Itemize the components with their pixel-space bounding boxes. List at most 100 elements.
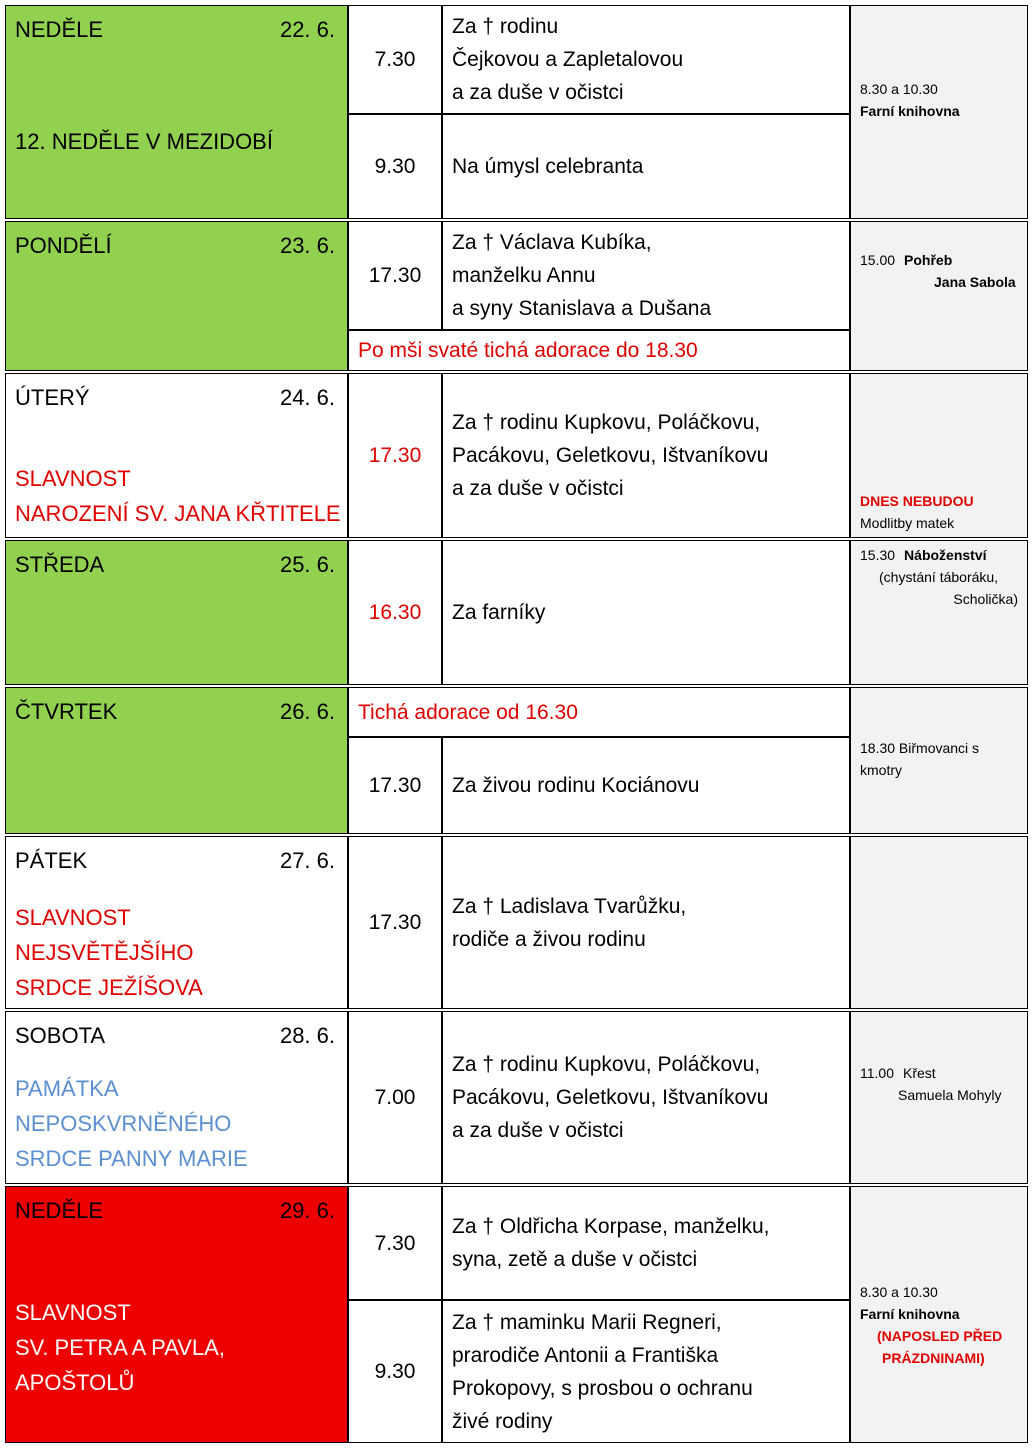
side-line: Modlitby matek <box>860 512 954 534</box>
intention-line: Za farníky <box>452 601 546 624</box>
side-line: kmotry <box>860 759 902 781</box>
day-date: 28. 6. <box>279 1023 335 1048</box>
side-cell <box>850 836 1028 1009</box>
side-text: (NAPOSLED PŘED <box>877 1328 1003 1344</box>
note-cell <box>348 330 850 371</box>
intention-line: Čejkovou a Zapletalovou <box>452 48 684 71</box>
intention-cell <box>442 114 850 219</box>
time-cell <box>348 5 442 114</box>
feast: SLAVNOST <box>15 1300 131 1325</box>
time-cell <box>348 221 442 330</box>
feast: PAMÁTKA <box>15 1076 119 1101</box>
time-cell <box>348 737 442 834</box>
side-line: PRÁZDNINAMI) <box>882 1347 985 1369</box>
intention-line: Za † Oldřicha Korpase, manželku, <box>452 1215 770 1238</box>
side-line: DNES NEBUDOU <box>860 490 974 512</box>
mass-time: 9.30 <box>374 155 416 178</box>
day-name: PÁTEK <box>15 848 88 873</box>
intention-line: Pacákovu, Geletkovu, Ištvaníkovu <box>452 1086 769 1109</box>
feast: SLAVNOST <box>15 905 131 930</box>
side-text: 15.00 <box>860 252 896 268</box>
intention-cell <box>442 221 850 330</box>
time-cell <box>348 373 442 538</box>
day-cell <box>5 687 348 834</box>
day-date: 25. 6. <box>279 552 335 577</box>
intention-cell <box>442 836 850 1009</box>
day-cell <box>5 373 348 538</box>
side-line: Scholička) <box>953 588 1018 610</box>
time-cell <box>348 1011 442 1184</box>
intention-line: Za † Ladislava Tvarůžku, <box>452 894 687 918</box>
side-text: Farní knihovna <box>860 1306 960 1322</box>
day-date: 26. 6. <box>279 699 335 724</box>
time-cell <box>348 114 442 219</box>
time-cell <box>348 1186 442 1300</box>
time-cell <box>348 836 442 1009</box>
side-text: 15.30 <box>860 547 896 563</box>
intention-line: Prokopovy, s prosbou o ochranu <box>452 1376 753 1400</box>
side-text: 8.30 a 10.30 <box>860 1284 938 1300</box>
side-line: Farní knihovna <box>860 1303 960 1325</box>
side-text: Náboženství <box>904 547 987 563</box>
intention-line: Za † rodinu Kupkovu, Poláčkovu, <box>452 411 761 434</box>
time-cell <box>348 1300 442 1443</box>
day-date: 24. 6. <box>279 385 335 410</box>
side-text: Scholička) <box>953 591 1018 607</box>
day-date: 22. 6. <box>279 17 335 42</box>
intention-line: prarodiče Antonii a Františka <box>452 1343 719 1367</box>
mass-time: 17.30 <box>368 264 422 287</box>
day-name: NEDĚLE <box>15 1198 104 1223</box>
intention-cell <box>442 737 850 834</box>
side-text: 8.30 a 10.30 <box>860 81 938 97</box>
day-cell <box>5 221 348 371</box>
mass-time: 17.30 <box>368 911 422 934</box>
intention-line: Za † rodinu <box>452 15 559 38</box>
day-name: ČTVRTEK <box>15 699 118 724</box>
intention-line: a za duše v očistci <box>452 1119 624 1142</box>
intention-line: a za duše v očistci <box>452 477 624 500</box>
side-cell <box>850 5 1028 219</box>
day-name: STŘEDA <box>15 552 105 577</box>
feast: NAROZENÍ SV. JANA KŘTITELE <box>15 501 341 526</box>
side-text: PRÁZDNINAMI) <box>882 1350 985 1366</box>
feast: 12. NEDĚLE V MEZIDOBÍ <box>15 129 273 154</box>
side-text: kmotry <box>860 762 902 778</box>
side-line: 11.00 Křest <box>860 1062 936 1084</box>
note: Po mši svaté tichá adorace do 18.30 <box>358 339 698 362</box>
intention-cell <box>442 1186 850 1300</box>
side-line: Farní knihovna <box>860 100 960 122</box>
intention-line: živé rodiny <box>452 1409 553 1433</box>
day-cell <box>5 5 348 219</box>
day-name: ÚTERÝ <box>15 385 90 410</box>
side-text: Modlitby matek <box>860 515 955 531</box>
day-cell <box>5 836 348 1009</box>
intention-cell <box>442 373 850 538</box>
side-text: Farní knihovna <box>860 103 960 119</box>
time-cell <box>348 540 442 685</box>
intention-line: manželku Annu <box>452 264 596 287</box>
side-line: Samuela Mohyly <box>898 1084 1002 1106</box>
side-line: Jana Sabola <box>934 271 1016 293</box>
feast: NEJSVĚTĚJŠÍHO <box>15 940 194 965</box>
side-cell <box>850 687 1028 834</box>
side-line: 8.30 a 10.30 <box>860 78 938 100</box>
feast: SRDCE PANNY MARIE <box>15 1146 248 1171</box>
mass-time: 7.30 <box>374 48 416 71</box>
side-cell <box>850 1186 1028 1443</box>
day-name: NEDĚLE <box>15 17 104 42</box>
mass-time: 7.00 <box>374 1086 416 1109</box>
feast: SV. PETRA A PAVLA, <box>15 1335 225 1360</box>
mass-time: 16.30 <box>368 601 422 624</box>
day-date: 27. 6. <box>279 848 335 873</box>
mass-time: 9.30 <box>374 1360 416 1383</box>
intention-line: syna, zetě a duše v očistci <box>452 1248 698 1271</box>
mass-time: 17.30 <box>368 774 422 797</box>
feast: SRDCE JEŽÍŠOVA <box>15 975 203 1000</box>
note-cell <box>348 687 850 737</box>
intention-cell <box>442 1011 850 1184</box>
day-cell <box>5 540 348 685</box>
side-text: Samuela Mohyly <box>898 1087 1002 1103</box>
side-text: (chystání táboráku, <box>879 569 999 585</box>
intention-line: a syny Stanislava a Dušana <box>452 297 712 320</box>
intention-line: rodiče a živou rodinu <box>452 927 646 951</box>
